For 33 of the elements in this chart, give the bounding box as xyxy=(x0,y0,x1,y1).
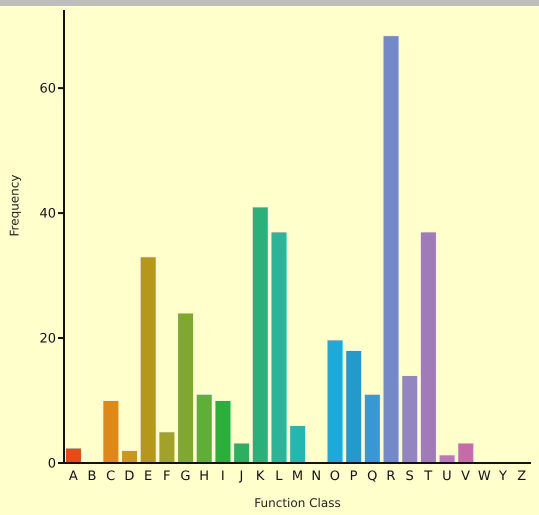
x-tick-label: I xyxy=(220,469,225,484)
bar xyxy=(457,442,474,463)
x-tick-label: L xyxy=(275,469,284,484)
x-tick-label: A xyxy=(68,469,78,484)
x-tick-label: B xyxy=(88,469,96,484)
x-tick-label: Q xyxy=(367,469,378,484)
x-tick-label: H xyxy=(199,469,209,484)
x-tick-label: F xyxy=(163,469,170,484)
x-tick-label: U xyxy=(442,469,452,484)
x-tick-label: G xyxy=(180,469,190,484)
y-tick-label: 20 xyxy=(39,332,56,347)
x-tick-label: Z xyxy=(517,469,526,484)
x-axis-title: Function Class xyxy=(254,496,341,510)
x-tick-label: T xyxy=(423,469,432,484)
x-tick-label: M xyxy=(292,469,304,484)
x-tick-label: R xyxy=(386,469,396,484)
y-tick-label: 60 xyxy=(39,82,56,97)
x-tick-label: W xyxy=(478,469,491,484)
x-tick-label: V xyxy=(461,469,470,484)
x-tick-label: D xyxy=(124,469,134,484)
x-tick-label: E xyxy=(144,469,152,484)
x-tick-label: P xyxy=(350,469,358,484)
x-tick-label: O xyxy=(330,469,340,484)
x-tick-label: C xyxy=(106,469,116,484)
x-tick-label: S xyxy=(405,469,414,484)
y-tick-label: 40 xyxy=(39,206,56,222)
x-tick-label: K xyxy=(256,469,265,484)
bar xyxy=(64,448,82,463)
y-axis-title: Frequency xyxy=(7,174,22,236)
y-tick-label: 0 xyxy=(48,456,56,472)
x-tick-label: N xyxy=(311,469,322,484)
x-tick-label: J xyxy=(238,469,244,484)
x-tick-label: Y xyxy=(498,469,508,484)
